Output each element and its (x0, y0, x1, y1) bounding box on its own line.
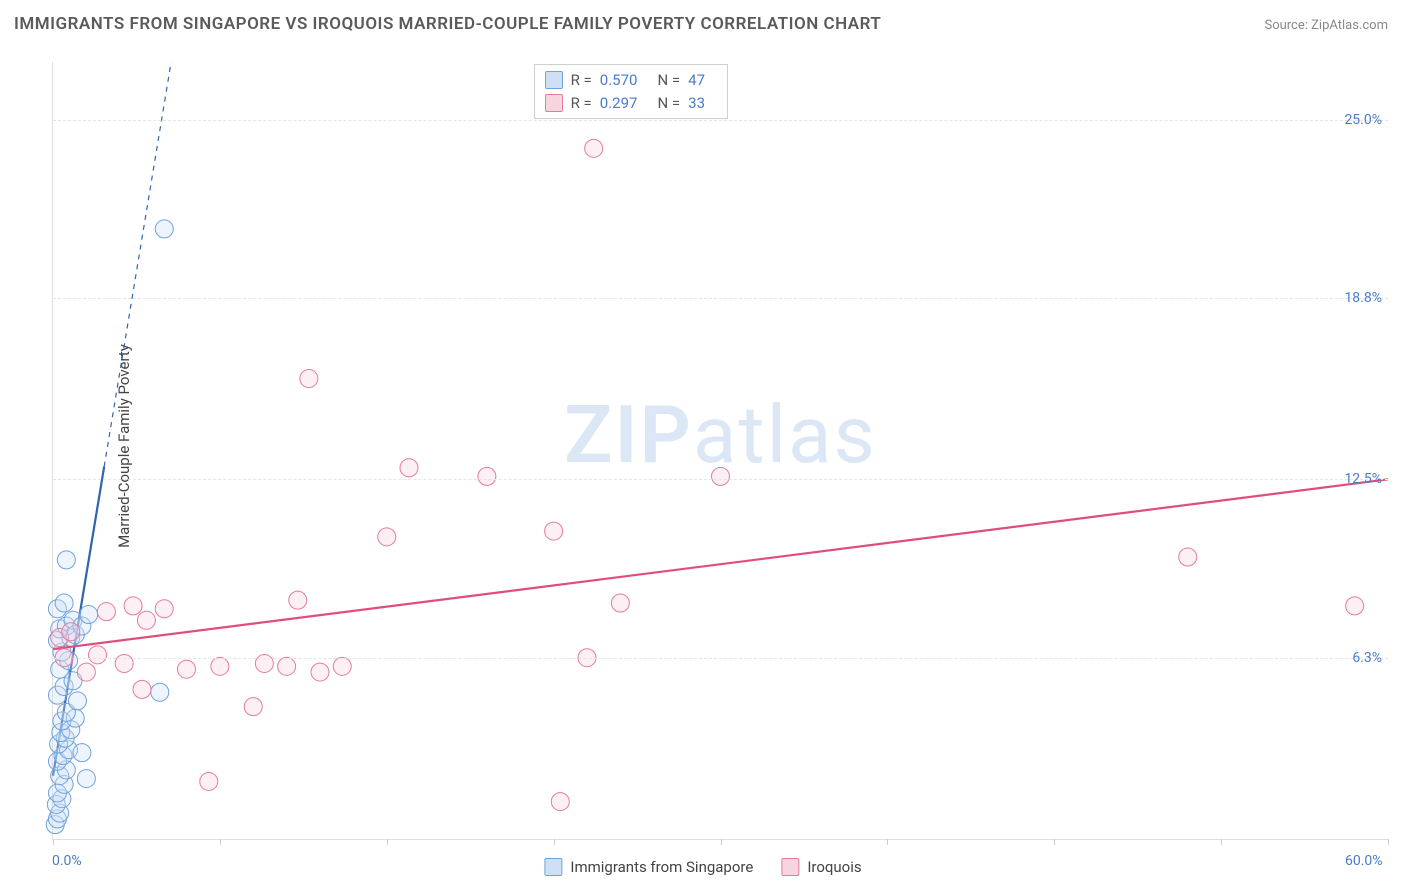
stats-r-value-b: 0.297 (600, 92, 638, 115)
x-tick (53, 839, 54, 845)
chart-title: IMMIGRANTS FROM SINGAPORE VS IROQUOIS MA… (14, 14, 881, 34)
grid-line (53, 120, 1388, 121)
stats-row-b: R = 0.297 N = 33 (545, 92, 717, 115)
x-tick (1054, 839, 1055, 845)
grid-line (53, 298, 1388, 299)
data-point (211, 657, 229, 675)
grid-line (53, 479, 1388, 480)
data-point (155, 600, 173, 618)
data-point (1179, 548, 1197, 566)
data-point (89, 646, 107, 664)
legend: Immigrants from Singapore Iroquois (544, 858, 861, 876)
data-point (178, 660, 196, 678)
data-point (311, 663, 329, 681)
stats-swatch-a (545, 71, 563, 89)
y-tick-label: 25.0% (1344, 112, 1382, 128)
stats-r-label-a: R = (571, 69, 592, 92)
stats-n-value-a: 47 (688, 69, 705, 92)
grid-line (53, 658, 1388, 659)
data-point (124, 597, 142, 615)
data-point (551, 793, 569, 811)
y-tick-label: 12.5% (1344, 471, 1382, 487)
stats-n-label-a: N = (657, 69, 680, 92)
x-tick (887, 839, 888, 845)
stats-n-value-b: 33 (688, 92, 705, 115)
stats-box: R = 0.570 N = 47 R = 0.297 N = 33 (534, 64, 728, 119)
data-point (400, 459, 418, 477)
source-attribution: Source: ZipAtlas.com (1264, 18, 1388, 33)
data-point (1346, 597, 1364, 615)
data-point (244, 698, 262, 716)
regression-line-dashed (104, 62, 171, 467)
stats-r-label-b: R = (571, 92, 592, 115)
stats-row-a: R = 0.570 N = 47 (545, 69, 717, 92)
legend-swatch-a (544, 858, 562, 876)
x-axis-min-label: 0.0% (52, 853, 82, 869)
data-point (77, 770, 95, 788)
legend-label-b: Iroquois (807, 858, 861, 876)
data-point (133, 680, 151, 698)
data-point (333, 657, 351, 675)
x-tick (387, 839, 388, 845)
data-point (80, 606, 98, 624)
data-point (200, 772, 218, 790)
data-point (289, 591, 307, 609)
data-point (57, 551, 75, 569)
data-point (97, 603, 115, 621)
data-point (585, 139, 603, 157)
data-point (77, 663, 95, 681)
data-point (545, 522, 563, 540)
stats-swatch-b (545, 94, 563, 112)
x-tick (1388, 839, 1389, 845)
x-tick (1221, 839, 1222, 845)
plot-svg (53, 62, 1388, 839)
plot-area: ZIPatlas R = 0.570 N = 47 R = 0.297 N = … (52, 62, 1388, 840)
data-point (300, 370, 318, 388)
legend-item-b: Iroquois (781, 858, 861, 876)
stats-r-value-a: 0.570 (600, 69, 638, 92)
data-point (278, 657, 296, 675)
x-axis-max-label: 60.0% (1345, 853, 1383, 869)
x-tick (220, 839, 221, 845)
data-point (137, 611, 155, 629)
y-tick-label: 6.3% (1352, 650, 1382, 666)
data-point (611, 594, 629, 612)
data-point (68, 692, 86, 710)
data-point (155, 220, 173, 238)
x-tick (554, 839, 555, 845)
y-tick-label: 18.8% (1344, 290, 1382, 306)
legend-item-a: Immigrants from Singapore (544, 858, 753, 876)
data-point (62, 623, 80, 641)
legend-label-a: Immigrants from Singapore (570, 858, 753, 876)
chart-container: IMMIGRANTS FROM SINGAPORE VS IROQUOIS MA… (0, 0, 1406, 892)
data-point (478, 467, 496, 485)
data-point (378, 528, 396, 546)
data-point (55, 594, 73, 612)
x-tick (721, 839, 722, 845)
stats-n-label-b: N = (657, 92, 680, 115)
data-point (151, 683, 169, 701)
data-point (712, 467, 730, 485)
data-point (73, 744, 91, 762)
legend-swatch-b (781, 858, 799, 876)
